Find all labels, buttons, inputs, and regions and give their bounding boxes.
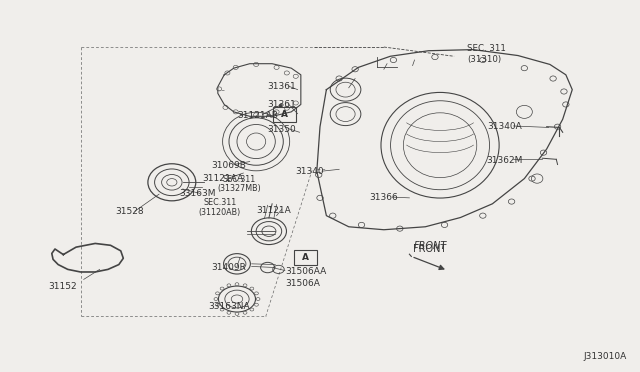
Ellipse shape [255, 303, 259, 306]
Text: (31120AB): (31120AB) [198, 208, 241, 217]
Text: 31121AA: 31121AA [202, 174, 243, 183]
Text: FRONT: FRONT [414, 241, 447, 251]
Text: 31362M: 31362M [486, 156, 522, 165]
Ellipse shape [235, 312, 239, 315]
Text: 31528: 31528 [116, 208, 144, 217]
Ellipse shape [243, 284, 247, 287]
Text: 31121A: 31121A [256, 206, 291, 215]
Ellipse shape [214, 298, 218, 301]
Ellipse shape [216, 303, 220, 306]
Ellipse shape [220, 308, 224, 311]
Ellipse shape [227, 311, 231, 314]
Ellipse shape [250, 308, 254, 311]
Text: SEC.311: SEC.311 [204, 198, 237, 207]
Ellipse shape [235, 283, 239, 286]
Text: 31361: 31361 [268, 82, 296, 91]
Text: 31350: 31350 [268, 125, 296, 134]
Text: 33163NA: 33163NA [208, 302, 250, 311]
Text: J313010A: J313010A [583, 352, 627, 361]
Ellipse shape [220, 287, 224, 290]
Text: (31327MB): (31327MB) [218, 185, 262, 193]
Text: 31506A: 31506A [285, 279, 320, 288]
Text: 33163M: 33163M [179, 189, 216, 198]
Text: A: A [282, 110, 289, 119]
Ellipse shape [216, 292, 220, 295]
Text: 31409R: 31409R [211, 263, 246, 272]
Ellipse shape [256, 298, 260, 301]
Ellipse shape [255, 292, 259, 295]
Text: 31121AB: 31121AB [237, 111, 278, 120]
Text: A: A [303, 253, 310, 262]
Text: 31340A: 31340A [487, 122, 522, 131]
Text: 31152: 31152 [49, 282, 77, 291]
Ellipse shape [250, 287, 254, 290]
Text: 31340: 31340 [296, 167, 324, 176]
Text: (31310): (31310) [467, 55, 501, 64]
Text: 31506AA: 31506AA [285, 267, 326, 276]
Text: 31361: 31361 [268, 100, 296, 109]
Text: SEC.311: SEC.311 [223, 175, 256, 184]
Text: 31366: 31366 [369, 193, 398, 202]
Text: 31069B: 31069B [211, 161, 246, 170]
Text: FRONT: FRONT [413, 244, 446, 254]
Ellipse shape [243, 311, 247, 314]
Text: SEC. 311: SEC. 311 [467, 44, 506, 53]
Ellipse shape [227, 284, 231, 287]
